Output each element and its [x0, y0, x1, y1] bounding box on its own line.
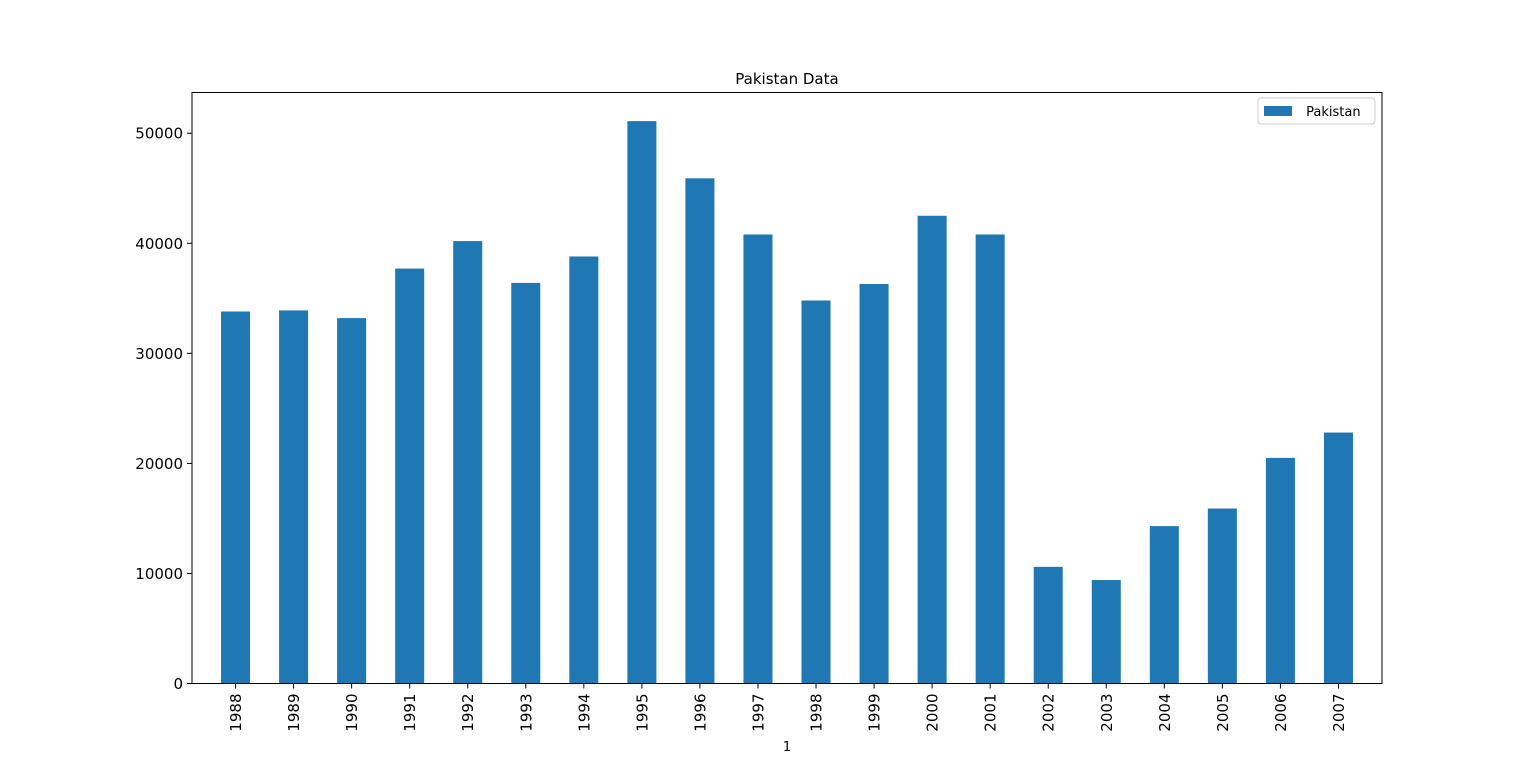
- x-tick-label-2003: 2003: [1098, 694, 1116, 732]
- bar-2005: [1207, 508, 1237, 684]
- legend-box: [1257, 97, 1376, 125]
- x-tick-label-1994: 1994: [575, 694, 593, 732]
- bar-1991: [395, 268, 425, 684]
- x-tick-label-1999: 1999: [866, 694, 884, 732]
- y-tick-label-20000: 20000: [135, 455, 183, 473]
- x-tick-label-1995: 1995: [633, 694, 651, 732]
- y-tick-label-30000: 30000: [135, 345, 183, 363]
- bar-1988: [221, 311, 251, 684]
- x-tick-label-2007: 2007: [1330, 694, 1348, 732]
- plot-frame: [191, 92, 1383, 684]
- bar-1996: [685, 178, 715, 684]
- legend-label: Pakistan: [1302, 105, 1361, 120]
- bar-2000: [917, 215, 947, 684]
- x-tick-label-2002: 2002: [1040, 694, 1058, 732]
- legend-swatch: [1264, 106, 1292, 116]
- y-tick-label-50000: 50000: [135, 125, 183, 143]
- chart-title: Pakistan Data: [735, 70, 838, 88]
- x-tick-label-1993: 1993: [517, 694, 535, 732]
- x-tick-label-1988: 1988: [227, 694, 245, 732]
- bar-1990: [337, 318, 367, 684]
- y-tick-label-0: 0: [173, 675, 183, 693]
- x-tick-label-2005: 2005: [1214, 694, 1232, 732]
- x-tick-label-1996: 1996: [691, 694, 709, 732]
- x-tick-label-1991: 1991: [401, 694, 419, 732]
- x-axis-label: 1: [783, 740, 791, 755]
- bar-2007: [1323, 432, 1353, 684]
- x-axis-ticks: 1988 1989 1990 1991 1992 1993 1994 1995 1996 1997…: [227, 683, 1348, 732]
- bar-1989: [279, 310, 309, 684]
- x-tick-label-1989: 1989: [285, 694, 303, 732]
- bar-2002: [1033, 566, 1063, 684]
- bar-2001: [975, 234, 1005, 684]
- bar-1993: [511, 282, 541, 684]
- bar-1995: [627, 121, 657, 684]
- legend: Pakistan: [1257, 97, 1376, 125]
- x-tick-label-2004: 2004: [1156, 694, 1174, 732]
- bar-1999: [859, 284, 889, 684]
- y-axis-ticks: 0 10000 20000 30000 40000 50000: [135, 125, 192, 693]
- x-tick-label-2001: 2001: [982, 694, 1000, 732]
- x-tick-label-2006: 2006: [1272, 694, 1290, 732]
- y-tick-label-10000: 10000: [135, 565, 183, 583]
- bar-1998: [801, 300, 831, 684]
- y-tick-label-40000: 40000: [135, 235, 183, 253]
- bar-1994: [569, 256, 599, 684]
- bar-1992: [453, 241, 483, 684]
- x-tick-label-1990: 1990: [343, 694, 361, 732]
- bar-1997: [743, 234, 773, 684]
- x-tick-label-1997: 1997: [749, 694, 767, 732]
- bars-layer: [221, 121, 1353, 684]
- x-tick-label-2000: 2000: [924, 694, 942, 732]
- x-tick-label-1998: 1998: [808, 694, 826, 732]
- bar-2006: [1265, 457, 1295, 684]
- bar-2003: [1091, 580, 1121, 684]
- x-tick-label-1992: 1992: [459, 694, 477, 732]
- bar-2004: [1149, 526, 1179, 684]
